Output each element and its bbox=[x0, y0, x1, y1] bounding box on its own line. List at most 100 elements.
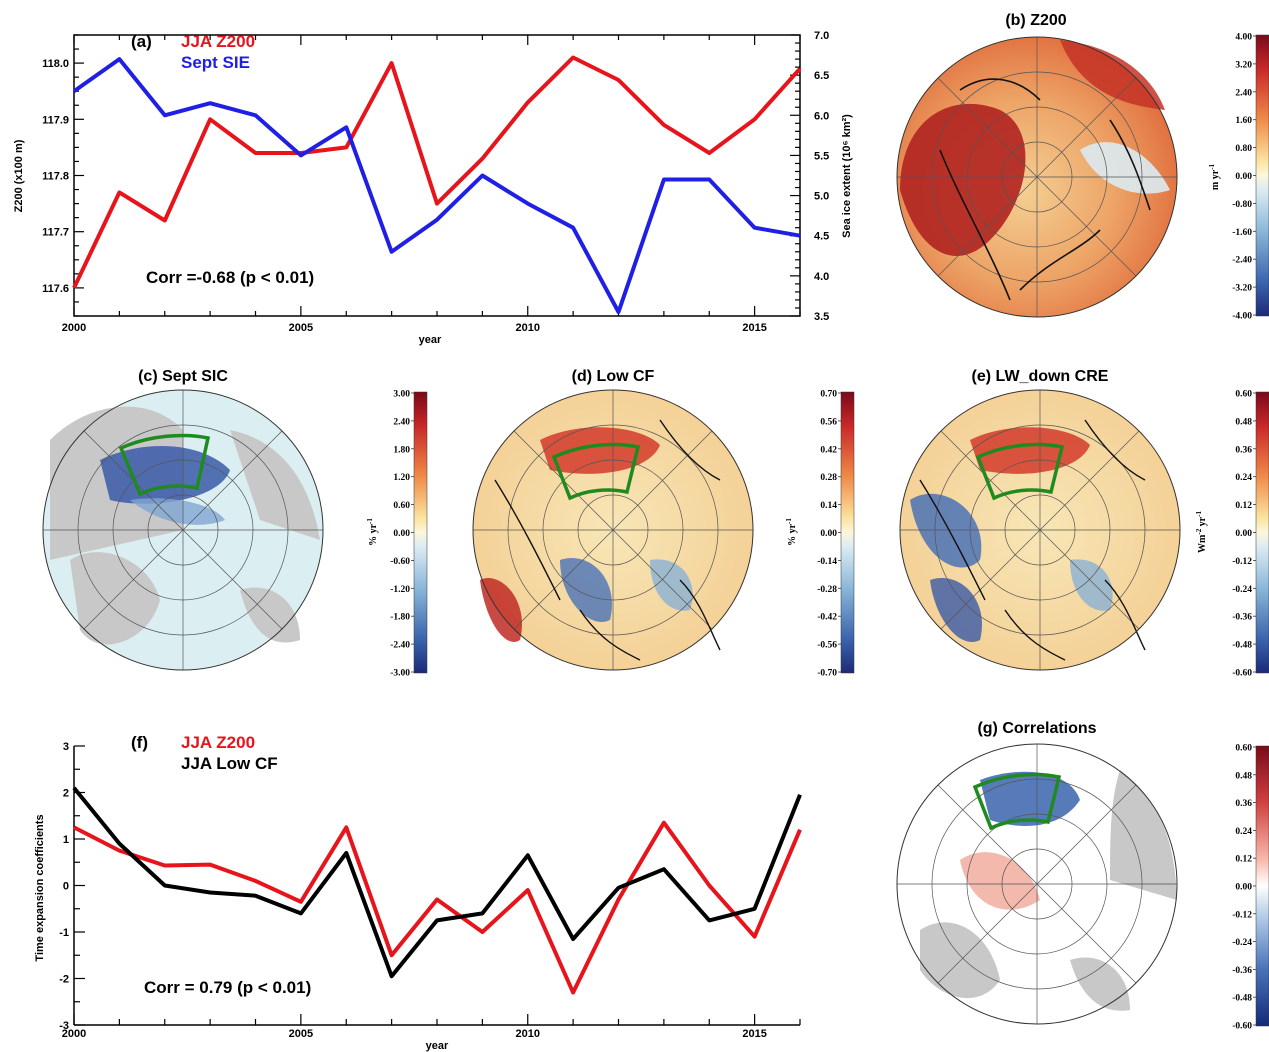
colorbar-tick-label: 0.42 bbox=[820, 445, 837, 455]
colorbar-tick-label: 1.20 bbox=[393, 473, 410, 483]
panel-f-ytick-label: -3 bbox=[59, 1020, 69, 1032]
colorbar-tick-label: 0.14 bbox=[820, 501, 837, 511]
panel-f-legend-lowcf: JJA Low CF bbox=[181, 754, 278, 773]
map-e-region-box bbox=[975, 442, 1065, 501]
map-e-graticule bbox=[900, 390, 1180, 670]
colorbar-tick-label: 2.40 bbox=[1235, 88, 1252, 98]
panel-f-line-lowcf bbox=[72, 786, 802, 979]
colorbar-tick-label: -0.48 bbox=[1232, 994, 1252, 1004]
colorbar-tick-label: 0.60 bbox=[1235, 390, 1252, 400]
map-e-colorbar-unit: Wm-2 yr-1 bbox=[1195, 511, 1208, 553]
panel-a-ytick-right-label: 5.0 bbox=[814, 191, 829, 203]
colorbar-tick-label: -0.42 bbox=[817, 613, 837, 623]
map-e-colorbar-ticks: 0.60 0.48 0.36 0.24 0.12 0.00 -0.12 -0.24 -0.36 -… bbox=[1232, 390, 1256, 679]
colorbar-tick-label: -3.00 bbox=[390, 669, 410, 679]
panel-a-ytick-label: 117.9 bbox=[42, 114, 69, 126]
colorbar-tick-label: 0.80 bbox=[1235, 144, 1252, 154]
map-g-title: (g) Correlations bbox=[977, 720, 1096, 737]
map-b-coastlines bbox=[939, 78, 1151, 301]
panel-a-line-z200 bbox=[72, 55, 802, 289]
map-c-colorbar-ticks: 3.00 2.40 1.80 1.20 0.60 0.00 -0.60 -1.20 -1.80 -… bbox=[390, 390, 414, 679]
colorbar-tick-label: 3.20 bbox=[1235, 60, 1252, 70]
map-c-ice-loss-2 bbox=[130, 498, 225, 525]
panel-f-ytick-label: 0 bbox=[63, 881, 69, 893]
panel-a-correlation: Corr =-0.68 (p < 0.01) bbox=[146, 268, 314, 287]
colorbar-tick-label: 0.60 bbox=[393, 501, 410, 511]
panel-a-line-sie bbox=[72, 57, 801, 314]
colorbar-tick-label: 1.80 bbox=[393, 445, 410, 455]
colorbar-tick-label: -0.60 bbox=[390, 557, 410, 567]
colorbar-tick-label: 0.00 bbox=[1235, 172, 1252, 182]
map-c: (c) Sept SIC 3.00 2.40 1.80 1.20 0.60 0.00 -0.… bbox=[42, 368, 428, 679]
colorbar-tick-label: 0.36 bbox=[1235, 799, 1252, 809]
panel-f-line-z200 bbox=[73, 820, 802, 995]
panel-a-ytick-right-label: 4.5 bbox=[814, 231, 829, 243]
colorbar-tick-label: 0.28 bbox=[820, 473, 837, 483]
map-e-low-anomaly-3 bbox=[1070, 559, 1113, 611]
panel-a-ytick-right-label: 6.0 bbox=[814, 110, 829, 122]
map-c-land-siberia bbox=[230, 430, 320, 540]
map-c-colorbar-unit: % yr-1 bbox=[366, 518, 379, 546]
panel-a-xtick-label: 2010 bbox=[516, 322, 540, 334]
map-b-high-anomaly-2 bbox=[1060, 40, 1165, 110]
panel-a-xlabel: year bbox=[419, 334, 442, 346]
panel-a-legend-z200: JJA Z200 bbox=[181, 32, 255, 51]
map-e-border bbox=[899, 389, 1181, 671]
map-g-land-europe bbox=[1070, 957, 1130, 1011]
map-g-border bbox=[896, 743, 1178, 1025]
map-d-low-anomaly-2 bbox=[650, 559, 693, 611]
map-b-colorbar-unit: m yr-1 bbox=[1208, 163, 1221, 190]
map-d-graticule bbox=[473, 390, 753, 670]
map-g-region-box bbox=[972, 772, 1062, 831]
panel-a-ytick-right-label: 5.5 bbox=[814, 150, 829, 162]
colorbar-tick-label: 0.12 bbox=[1235, 501, 1252, 511]
map-b: (b) Z200 4.00 3.20 2.40 1.60 0.80 0.00 -0.80 -1… bbox=[896, 12, 1269, 322]
map-d-colorbar-unit: % yr-1 bbox=[785, 518, 798, 546]
colorbar-tick-label: -0.80 bbox=[1232, 200, 1252, 210]
colorbar-tick-label: 0.00 bbox=[820, 529, 837, 539]
panel-a-legend-sie: Sept SIE bbox=[181, 53, 250, 72]
panel-f-legend-z200: JJA Z200 bbox=[181, 733, 255, 752]
map-g: (g) Correlations 0.60 0.48 0.36 0.24 0.12 0.0… bbox=[896, 720, 1269, 1032]
colorbar-tick-label: -0.14 bbox=[817, 557, 837, 567]
map-d-colorbar bbox=[840, 391, 855, 674]
map-d-region-box bbox=[551, 442, 641, 501]
colorbar-tick-label: -0.36 bbox=[1232, 966, 1252, 976]
colorbar-tick-label: 0.24 bbox=[1235, 473, 1252, 483]
panel-f-ytick-label: 2 bbox=[63, 788, 69, 800]
panel-a-ylabel: Z200 (x100 m) bbox=[13, 139, 25, 212]
panel-a-xtick-label: 2015 bbox=[742, 322, 766, 334]
panel-a-ytick-right-label: 7.0 bbox=[814, 30, 829, 42]
colorbar-tick-label: -0.24 bbox=[1232, 938, 1252, 948]
map-b-high-anomaly bbox=[900, 103, 1026, 256]
map-e-coastlines bbox=[919, 419, 1146, 661]
panel-a-xtick-label: 2005 bbox=[289, 322, 313, 334]
map-g-negative-correlation bbox=[980, 771, 1080, 826]
colorbar-tick-label: -2.40 bbox=[1232, 256, 1252, 266]
panel-a-ytick-right-label: 6.5 bbox=[814, 70, 829, 82]
map-d-colorbar-ticks: 0.70 0.56 0.42 0.28 0.14 0.00 -0.14 -0.28 -0.42 -… bbox=[817, 390, 841, 679]
panel-a-xtick-label: 2000 bbox=[62, 322, 86, 334]
map-d-border bbox=[472, 389, 754, 671]
map-d-title: (d) Low CF bbox=[572, 368, 655, 385]
colorbar-tick-label: 0.00 bbox=[393, 529, 410, 539]
colorbar-tick-label: -0.60 bbox=[1232, 1022, 1252, 1032]
panel-a-series bbox=[72, 55, 802, 314]
panel-f-series bbox=[72, 786, 802, 995]
colorbar-tick-label: 0.48 bbox=[1235, 417, 1252, 427]
panel-a-label: (a) bbox=[131, 32, 152, 51]
map-g-colorbar bbox=[1255, 745, 1269, 1027]
panel-f-label: (f) bbox=[131, 733, 148, 752]
colorbar-tick-label: 0.60 bbox=[1235, 744, 1252, 754]
colorbar-tick-label: -0.70 bbox=[817, 669, 837, 679]
colorbar-tick-label: -0.60 bbox=[1232, 669, 1252, 679]
panel-a-ytick-label: 117.7 bbox=[42, 227, 69, 239]
map-b-low-anomaly bbox=[1080, 142, 1170, 194]
map-b-graticule bbox=[897, 37, 1177, 317]
map-g-land-siberia bbox=[1110, 770, 1177, 900]
panel-f-ytick-label: -2 bbox=[59, 974, 69, 986]
panel-a-ytick-label: 118.0 bbox=[42, 58, 69, 70]
colorbar-tick-label: -3.20 bbox=[1232, 284, 1252, 294]
panel-a-ytick-right-label: 4.0 bbox=[814, 271, 829, 283]
